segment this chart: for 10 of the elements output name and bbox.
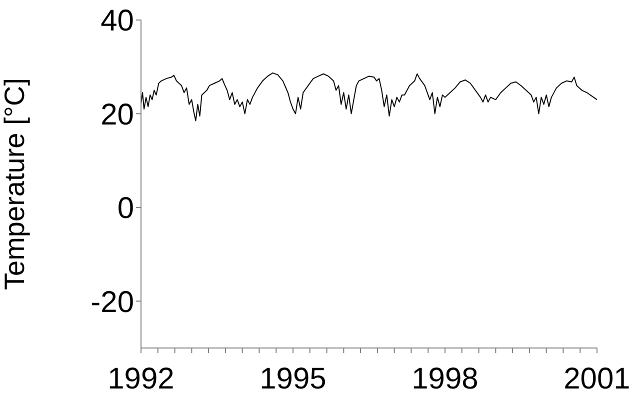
x-tick-label: 2001 xyxy=(564,362,629,396)
y-axis-title: Temperature [°C] xyxy=(0,78,30,290)
y-tick-label: 20 xyxy=(100,98,134,132)
x-tick-label: 1995 xyxy=(260,362,326,396)
y-tick-label: 40 xyxy=(100,4,134,38)
line-series xyxy=(141,72,597,122)
y-tick-label: 0 xyxy=(117,192,134,226)
y-tick-label: -20 xyxy=(90,286,134,319)
x-tick-label: 1998 xyxy=(412,362,478,396)
x-tick-label: 1992 xyxy=(108,362,174,396)
